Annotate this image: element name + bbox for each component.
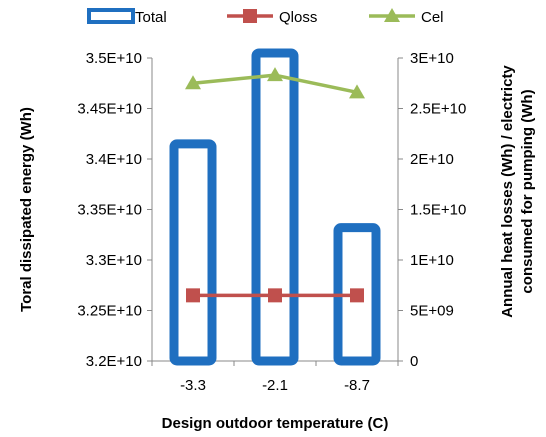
marker-qloss (350, 288, 364, 303)
right-tick-label: 2E+10 (410, 151, 454, 168)
marker-qloss (268, 288, 282, 303)
left-tick-label: 3.35E+10 (77, 202, 142, 219)
bar-total (169, 139, 217, 366)
legend-marker-cel (384, 8, 400, 22)
left-tick-label: 3.4E+10 (86, 151, 142, 168)
chart-legend: Total Qloss Cel (87, 8, 444, 26)
legend-swatch-total (87, 8, 135, 24)
right-tick-label: 1.5E+10 (410, 202, 466, 219)
right-tick-label: 0 (410, 353, 418, 370)
chart-ticks: 3.2E+10 3.25E+10 3.3E+10 3.35E+10 3.4E+10 3.4… (77, 50, 466, 394)
legend-marker-qloss (243, 9, 257, 23)
right-tick-label: 5E+09 (410, 303, 454, 320)
left-tick-label: 3.3E+10 (86, 252, 142, 269)
x-axis-title: Design outdoor temperature (C) (162, 415, 389, 432)
x-tick-label: -2.1 (262, 377, 288, 394)
chart-titles: Design outdoor temperature (C) Toral diss… (18, 65, 536, 432)
legend-label-cel: Cel (421, 9, 444, 26)
chart-lines (185, 67, 365, 303)
right-tick-label: 3E+10 (410, 50, 454, 67)
y-axis-title-left: Toral dissipated energy (Wh) (18, 107, 35, 312)
x-tick-label: -8.7 (344, 377, 370, 394)
marker-cel (185, 75, 201, 90)
left-tick-label: 3.2E+10 (86, 353, 142, 370)
y-axis-title-right-line: Annual heat losses (Wh) / electricty (499, 65, 516, 318)
y-axis-title-right-line: consumed for pumping (Wh) (519, 89, 536, 293)
chart-bars (169, 48, 381, 366)
marker-cel (349, 84, 365, 99)
marker-qloss (186, 288, 200, 303)
x-tick-label: -3.3 (180, 377, 206, 394)
right-tick-label: 1E+10 (410, 252, 454, 269)
left-tick-label: 3.25E+10 (77, 303, 142, 320)
marker-cel (267, 67, 283, 82)
left-tick-label: 3.45E+10 (77, 101, 142, 118)
legend-label-qloss: Qloss (279, 9, 317, 26)
bar-total (251, 48, 299, 366)
legend-label-total: Total (135, 9, 167, 26)
left-tick-label: 3.5E+10 (86, 50, 142, 67)
right-tick-label: 2.5E+10 (410, 101, 466, 118)
